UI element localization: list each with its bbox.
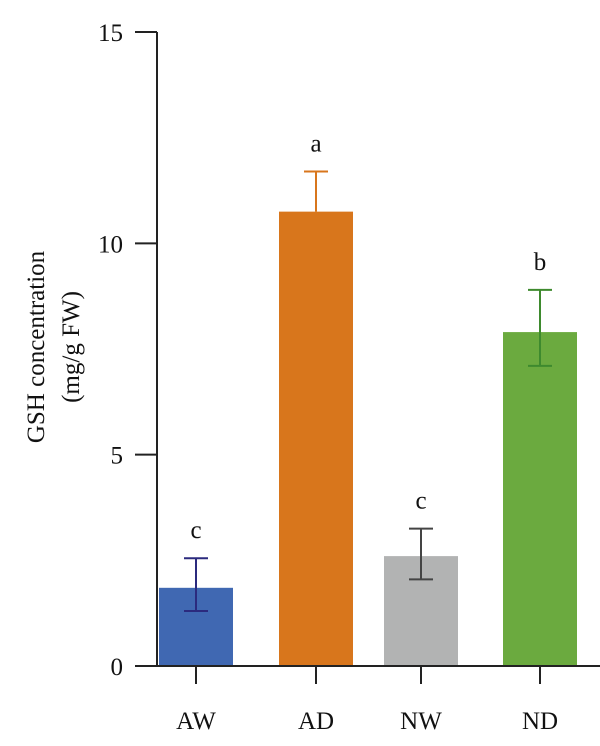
y-tick-label: 10 [98,231,123,258]
y-axis-title: GSH concentration (mg/g FW) [23,250,85,443]
y-tick-label: 0 [111,654,124,681]
y-tick-label: 15 [98,20,123,47]
bars-group: c a c b [159,130,577,666]
significance-label: a [310,130,321,157]
x-tick-label: ND [522,708,558,735]
y-axis: 0 5 10 15 [98,20,158,681]
significance-label: c [190,517,201,544]
significance-label: c [415,488,426,515]
x-tick-label: NW [400,708,442,735]
bar-ad [279,211,353,666]
bar-nd [503,332,577,666]
x-tick-label: AD [298,708,334,735]
y-tick-label: 5 [111,443,124,470]
y-axis-title-line1: GSH concentration [23,250,50,443]
x-axis: AW AD NW ND [157,665,600,735]
significance-label: b [534,249,547,276]
x-tick-label: AW [176,708,216,735]
y-axis-title-line2: (mg/g FW) [58,291,85,403]
